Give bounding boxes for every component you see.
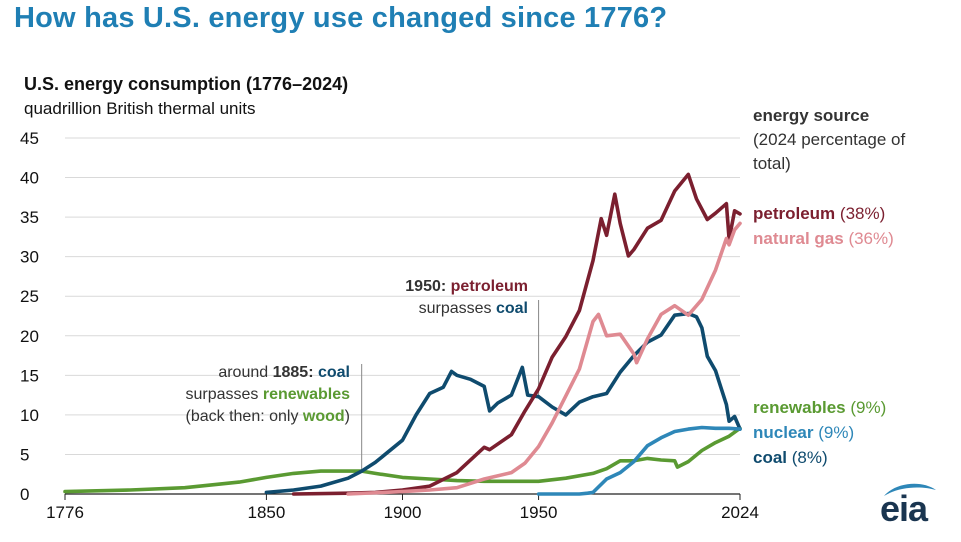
x-tick-label-1850: 1850 — [247, 503, 285, 522]
annotation-1950-verb: surpasses — [418, 300, 492, 317]
legend-nuclear-pct: (9%) — [818, 423, 855, 442]
legend-renewables: renewables (9%) — [753, 398, 886, 418]
series-line-nuclear — [536, 425, 742, 496]
eia-logo-swoosh — [884, 483, 936, 496]
chart-title: U.S. energy consumption (1776–2024) — [24, 74, 349, 94]
eia-logo: eia — [878, 480, 940, 533]
legend-natural-gas-label: natural gas — [753, 229, 844, 248]
y-tick-label-30: 30 — [20, 248, 39, 267]
headline: How has U.S. energy use changed since 17… — [14, 2, 668, 34]
legend-nuclear-label: nuclear — [753, 423, 814, 442]
y-tick-label-0: 0 — [20, 485, 29, 504]
series-line-petroleum — [291, 172, 742, 496]
legend-coal-pct: (8%) — [791, 448, 828, 467]
legend-renewables-pct: (9%) — [850, 398, 887, 417]
annotation-1885-year: 1885: — [272, 364, 314, 381]
legend-coal: coal (8%) — [753, 448, 828, 468]
annotation-1885-prefix: around — [218, 364, 269, 381]
y-tick-label-25: 25 — [20, 287, 39, 306]
legend-nuclear: nuclear (9%) — [753, 423, 854, 443]
x-tick-label-1950: 1950 — [520, 503, 558, 522]
annotation-1950-petroleum: petroleum — [450, 278, 528, 295]
series-line-natural-gas — [346, 221, 742, 496]
y-tick-label-5: 5 — [20, 445, 29, 464]
legend-title: energy source — [753, 106, 870, 125]
y-tick-label-40: 40 — [20, 169, 39, 188]
annotation-1885-close: ) — [344, 408, 350, 425]
x-tick-label-2024: 2024 — [721, 503, 759, 522]
legend-renewables-label: renewables — [753, 398, 846, 417]
annotation-1885: around 1885: coal surpasses renewables (… — [130, 362, 350, 428]
y-tick-label-35: 35 — [20, 208, 39, 227]
series-line-renewables — [63, 426, 742, 494]
y-tick-label-20: 20 — [20, 327, 39, 346]
eia-logo-text: eia — [880, 488, 928, 529]
y-tick-label-15: 15 — [20, 366, 39, 385]
y-tick-label-10: 10 — [20, 406, 39, 425]
x-tick-label-1776: 1776 — [46, 503, 84, 522]
annotation-1950: 1950: petroleum surpasses coal — [360, 276, 528, 320]
legend-subtitle: (2024 percentage of total) — [753, 130, 906, 173]
annotation-1950-year: 1950: — [405, 278, 447, 295]
annotation-1885-coal: coal — [317, 364, 350, 381]
annotation-1885-wood: wood — [302, 408, 345, 425]
legend-petroleum-label: petroleum — [753, 204, 836, 223]
x-tick-label-1900: 1900 — [384, 503, 422, 522]
annotation-1885-note: (back then: only — [185, 408, 299, 425]
legend-petroleum: petroleum (38%) — [753, 204, 885, 224]
y-tick-label-45: 45 — [20, 129, 39, 148]
legend-coal-label: coal — [753, 448, 788, 467]
series-line-coal — [264, 311, 742, 495]
annotation-1885-renewables: renewables — [262, 386, 350, 403]
annotation-1950-coal: coal — [495, 300, 528, 317]
legend-natural-gas: natural gas (36%) — [753, 229, 894, 249]
annotation-1885-verb: surpasses — [185, 386, 259, 403]
legend-natural-gas-pct: (36%) — [848, 229, 894, 248]
legend-header: energy source (2024 percentage of total) — [753, 104, 933, 176]
legend-petroleum-pct: (38%) — [839, 204, 886, 223]
chart-subtitle: quadrillion British thermal units — [24, 99, 256, 118]
